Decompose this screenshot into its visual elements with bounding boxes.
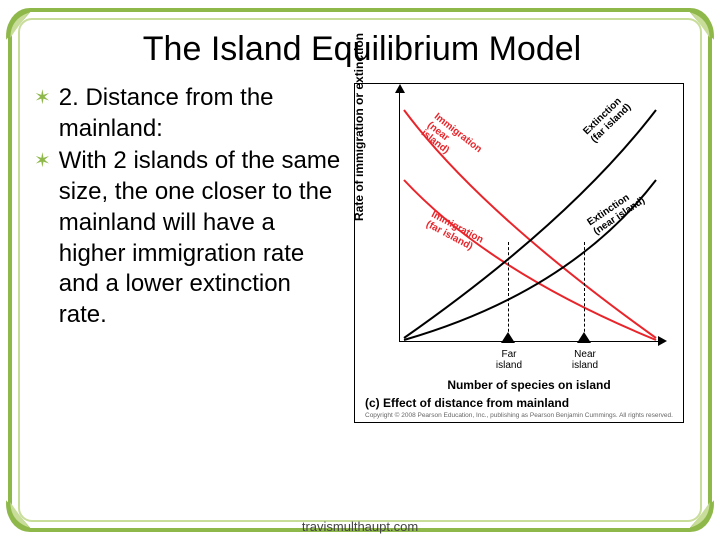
equilibrium-label-near: Near island <box>563 350 607 371</box>
equilibrium-dash-near <box>584 242 585 342</box>
chart-plot-area: Immigration (near island) Immigration (f… <box>399 92 659 342</box>
content-row: ✶ 2. Distance from the mainland: ✶ With … <box>34 83 690 423</box>
chart-x-axis-label: Number of species on island <box>399 378 659 392</box>
chart-caption: (c) Effect of distance from mainland <box>365 396 569 410</box>
equilibrium-chart: Rate of immigration or extinction Immigr… <box>354 83 684 423</box>
chart-y-axis-label: Rate of immigration or extinction <box>352 33 366 221</box>
bullet-text: 2. Distance from the mainland: <box>59 83 344 144</box>
bullet-list: ✶ 2. Distance from the mainland: ✶ With … <box>34 83 344 423</box>
bullet-text: With 2 islands of the same size, the one… <box>59 146 344 330</box>
bullet-star-icon: ✶ <box>34 83 51 144</box>
bullet-star-icon: ✶ <box>34 146 51 330</box>
equilibrium-dash-far <box>508 242 509 342</box>
equilibrium-label-far: Far island <box>487 350 531 371</box>
equilibrium-marker-far <box>501 332 515 343</box>
footer-text: travismulthaupt.com <box>0 519 720 534</box>
chart-column: Rate of immigration or extinction Immigr… <box>354 83 690 423</box>
equilibrium-marker-near <box>577 332 591 343</box>
chart-copyright: Copyright © 2008 Pearson Education, Inc.… <box>365 412 673 419</box>
bullet-item: ✶ 2. Distance from the mainland: <box>34 83 344 144</box>
slide-content: The Island Equilibrium Model ✶ 2. Distan… <box>34 28 690 510</box>
bullet-item: ✶ With 2 islands of the same size, the o… <box>34 146 344 330</box>
